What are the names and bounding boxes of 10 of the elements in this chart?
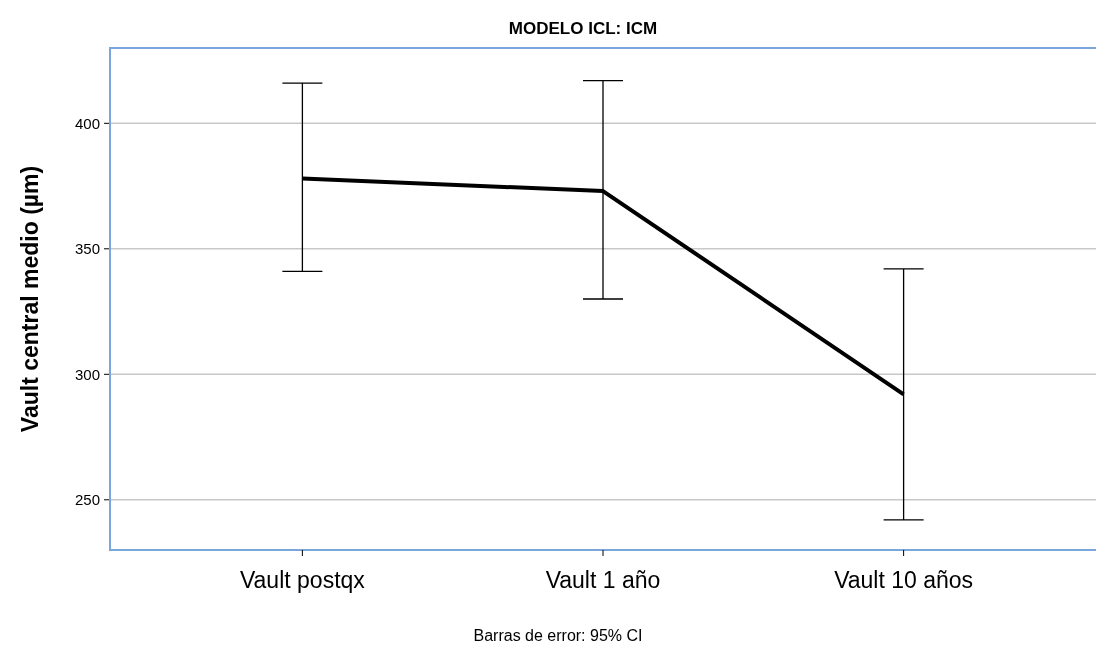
y-tick-label: 400 bbox=[74, 114, 100, 132]
y-tick-label: 300 bbox=[74, 365, 100, 383]
y-tick-label: 250 bbox=[74, 491, 100, 509]
text: Barras de error: 95% CI bbox=[473, 627, 643, 644]
x-tick-label: Vault 10 años bbox=[834, 567, 974, 593]
x-tick-label: Vault 1 año bbox=[545, 567, 661, 593]
x-tick-label: Vault postqx bbox=[239, 567, 366, 593]
chart-title: MODELO ICL: ICM bbox=[508, 19, 658, 38]
y-axis-title: Vault central medio (µm) bbox=[17, 165, 43, 433]
y-tick-label: 350 bbox=[74, 240, 100, 258]
